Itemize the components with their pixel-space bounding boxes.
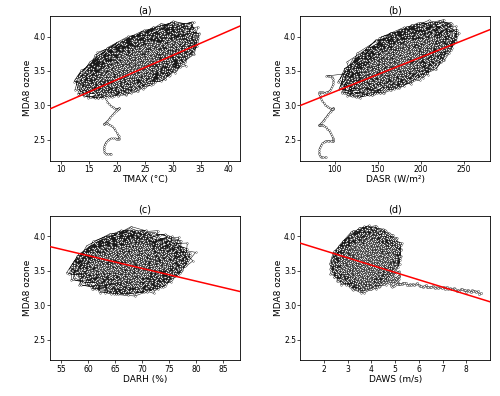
Y-axis label: MDA8 ozone: MDA8 ozone <box>274 260 282 316</box>
Title: (b): (b) <box>388 5 402 15</box>
X-axis label: DASR (W/m²): DASR (W/m²) <box>366 175 424 184</box>
X-axis label: TMAX (°C): TMAX (°C) <box>122 175 168 184</box>
X-axis label: DAWS (m/s): DAWS (m/s) <box>368 375 422 384</box>
Y-axis label: MDA8 ozone: MDA8 ozone <box>24 260 32 316</box>
Y-axis label: MDA8 ozone: MDA8 ozone <box>274 60 282 116</box>
Title: (d): (d) <box>388 205 402 215</box>
Title: (a): (a) <box>138 5 151 15</box>
Title: (c): (c) <box>138 205 151 215</box>
X-axis label: DARH (%): DARH (%) <box>122 375 167 384</box>
Y-axis label: MDA8 ozone: MDA8 ozone <box>24 60 32 116</box>
